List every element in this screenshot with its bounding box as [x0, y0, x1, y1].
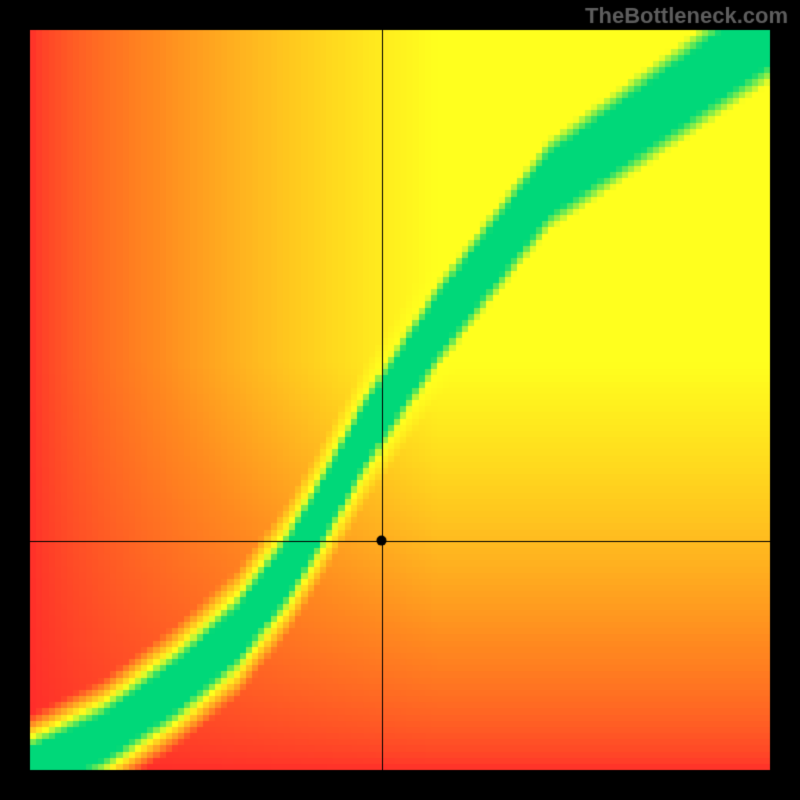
heatmap-canvas [0, 0, 800, 800]
chart-container [0, 0, 800, 800]
